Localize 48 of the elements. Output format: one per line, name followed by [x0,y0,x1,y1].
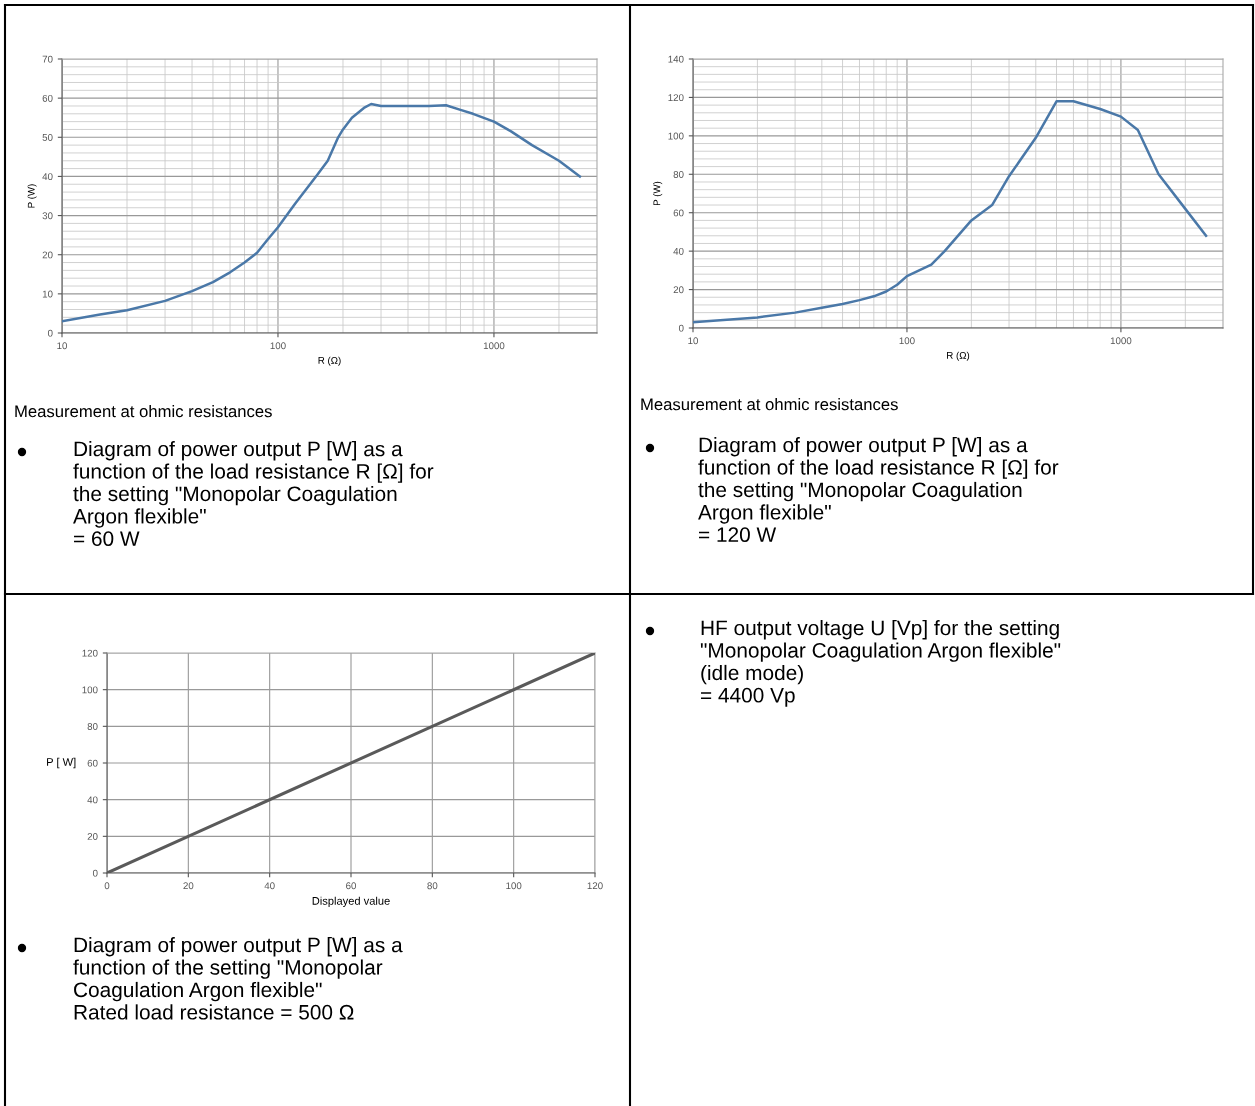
y-tick-label: 20 [87,833,98,840]
x-tick-label: 100 [899,337,915,345]
y-tick-label: 60 [42,94,53,102]
y-tick-label: 0 [678,324,684,332]
y-tick-label: 120 [668,94,684,102]
text: HF output voltage U [Vp] for the setting "Monopolar Coagulation Argon flexible" (idle mode) = 4400 Vp [700,620,1061,707]
y-tick-label: 100 [668,132,684,140]
y-tick-label: 60 [87,759,98,767]
y-tick-label: 0 [92,869,98,877]
y-axis-title: P (W) [653,181,663,206]
x-tick-label: 1000 [1110,337,1132,345]
y-tick-label: 10 [42,290,53,298]
y-axis-title: P [ W] [47,757,76,769]
x-tick-label: 1000 [483,342,505,350]
x-tick-label: 40 [264,882,275,890]
x-axis-title: Displayed value [312,896,390,907]
y-tick-label: 0 [47,329,53,337]
x-tick-label: 10 [688,337,699,345]
text: Diagram of power output P [W] as a function of the setting "Monopolar Coagulation Argon flexible" Rated load resistance = 500 Ω [73,937,403,1020]
x-axis-title: R (Ω) [947,351,970,361]
text: Measurement at ohmic resistances [641,398,898,411]
y-tick-label: 80 [87,723,98,730]
text: Diagram of power output P [W] as a function of the load resistance R [Ω] for the setting "Monopolar Coagulation Argon flexible" = 60 W [73,441,434,547]
x-tick-label: 100 [270,342,286,350]
text: Diagram of power output P [W] as a function of the load resistance R [Ω] for the setting "Monopolar Coagulation Argon flexible" = 120 W [698,437,1059,543]
y-tick-label: 70 [42,55,53,63]
x-axis-title: R (Ω) [318,356,341,366]
y-tick-label: 40 [42,173,53,181]
y-axis-title: P (W) [27,184,37,208]
x-tick-label: 120 [587,882,603,890]
x-tick-label: 60 [346,882,357,890]
x-tick-label: 0 [104,882,110,890]
x-tick-label: 80 [427,882,438,890]
y-tick-label: 140 [668,55,684,63]
y-tick-label: 80 [673,171,684,178]
y-tick-label: 20 [42,251,53,259]
y-tick-label: 20 [673,286,684,294]
y-tick-label: 30 [42,212,53,220]
x-tick-label: 10 [57,342,68,350]
y-tick-label: 50 [42,134,53,141]
y-tick-label: 100 [82,686,98,694]
y-tick-label: 120 [82,649,98,657]
y-tick-label: 60 [673,209,684,217]
y-tick-label: 40 [87,796,98,804]
x-tick-label: 20 [183,882,194,890]
y-tick-label: 40 [673,247,684,255]
x-tick-label: 100 [506,882,522,890]
text: Measurement at ohmic resistances [15,405,272,418]
